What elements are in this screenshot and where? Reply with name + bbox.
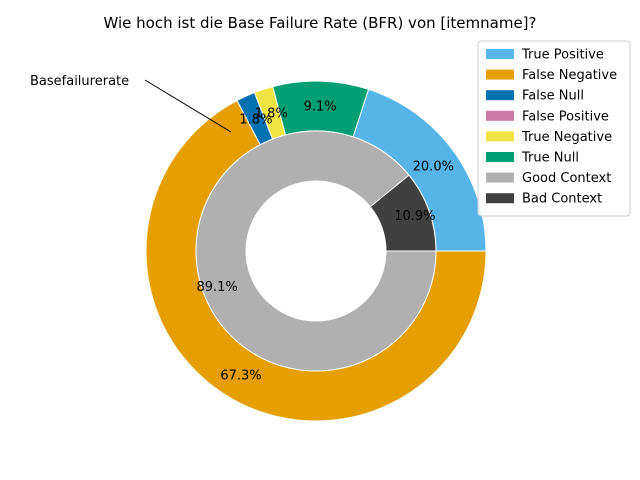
legend-label-true-null: True Null [521,151,579,166]
legend-swatch-true-negative [486,131,514,142]
legend: True Positive False Negative False Null Fal… [477,40,631,217]
annotation-text: Basefailurerate [30,74,129,89]
outer-label-false-null: 1.8% [239,113,272,128]
outer-label-true-positive: 20.0% [413,159,454,174]
chart-title: Wie hoch ist die Base Failure Rate (BFR)… [103,14,536,32]
legend-label-false-null: False Null [522,89,584,104]
legend-swatch-true-positive [486,49,514,59]
legend-label-true-negative: True Negative [521,130,612,145]
outer-label-true-negative: 1.8% [255,107,288,122]
legend-swatch-false-positive [486,110,514,121]
legend-swatch-bad-context [486,193,514,204]
legend-label-false-positive: False Positive [522,109,609,124]
legend-label-good-context: Good Context [522,171,611,186]
legend-label-bad-context: Bad Context [522,192,602,207]
outer-label-true-null: 9.1% [304,100,337,115]
legend-frame [477,40,631,217]
inner-slice-good-context [195,130,437,372]
legend-swatch-good-context [486,172,514,183]
inner-label-good-context: 89.1% [196,280,237,295]
legend-label-false-negative: False Negative [522,68,617,83]
legend-swatch-false-null [486,90,514,101]
percent-labels: 20.0% 9.1% 1.8%1.8% 67.3% 10.9% 89.1% [196,100,454,384]
outer-label-false-negative: 67.3% [220,369,261,384]
inner-ring [195,130,437,372]
annotation-line [144,79,232,133]
inner-label-bad-context: 10.9% [394,209,435,224]
legend-swatch-false-negative [486,69,514,80]
legend-label-true-positive: True Positive [521,48,604,63]
legend-swatch-true-null [486,152,514,162]
